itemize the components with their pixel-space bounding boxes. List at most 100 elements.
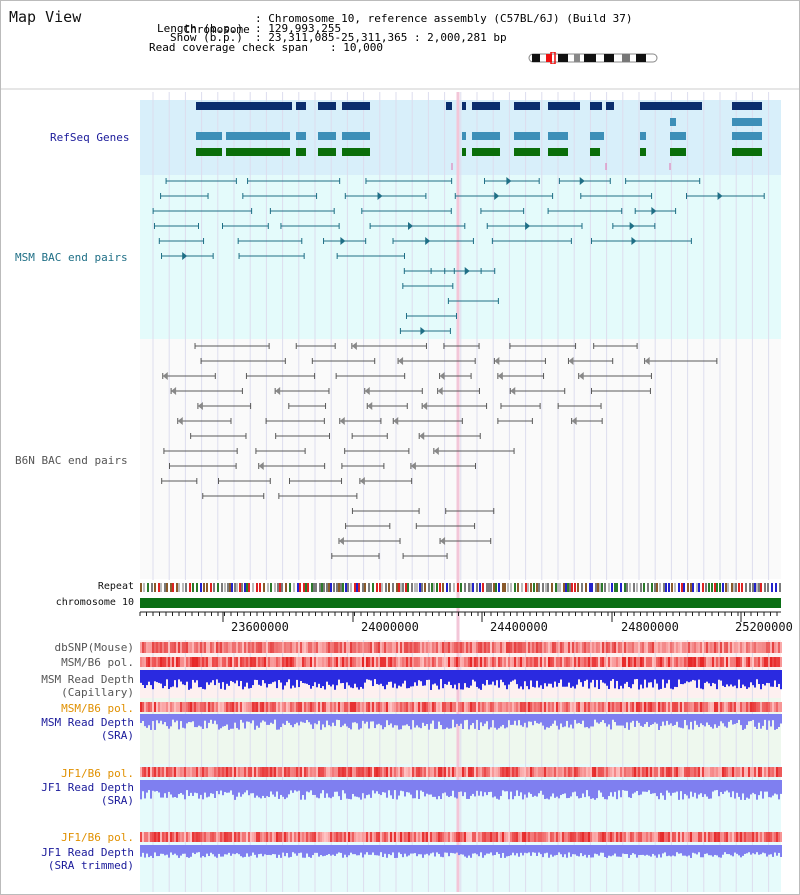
bac-marker xyxy=(171,387,177,395)
bac-marker xyxy=(367,402,373,410)
heat-cell xyxy=(598,832,600,842)
heat-cell xyxy=(608,767,610,777)
heat-cell xyxy=(248,657,250,667)
depth-bar xyxy=(522,714,524,727)
depth-bar xyxy=(638,670,640,690)
heat-cell xyxy=(656,832,658,842)
heat-cell xyxy=(232,832,234,842)
repeat-element xyxy=(436,583,438,592)
heat-cell xyxy=(518,832,520,842)
heat-cell xyxy=(328,657,330,667)
repeat-element xyxy=(591,583,593,592)
heat-cell xyxy=(654,702,656,712)
depth-bar xyxy=(182,714,184,728)
heat-cell xyxy=(442,767,444,777)
track-label-msm-bac[interactable]: MSM BAC end pairs xyxy=(15,251,128,264)
heat-cell xyxy=(666,832,668,842)
depth-bar xyxy=(428,670,430,680)
heat-cell xyxy=(184,767,186,777)
heat-cell xyxy=(574,702,576,712)
depth-bar xyxy=(296,670,298,680)
repeat-element xyxy=(140,583,142,592)
repeat-element xyxy=(356,583,358,592)
depth-bar xyxy=(744,670,746,687)
depth-bar xyxy=(292,714,294,728)
heat-cell xyxy=(252,642,254,653)
heat-cell xyxy=(778,702,780,712)
repeat-element xyxy=(431,583,433,592)
repeat-element xyxy=(756,583,758,592)
depth-bar xyxy=(322,780,324,791)
depth-bar xyxy=(166,714,168,727)
depth-bar xyxy=(656,714,658,724)
depth-bar xyxy=(210,670,212,683)
repeat-element xyxy=(398,583,400,592)
depth-bar xyxy=(712,780,714,792)
depth-bar xyxy=(360,714,362,729)
heat-cell xyxy=(146,767,148,777)
heat-cell xyxy=(414,767,416,777)
depth-bar xyxy=(564,670,566,687)
depth-bar xyxy=(488,714,490,730)
heat-cell xyxy=(436,767,438,777)
repeat-element xyxy=(381,583,383,592)
heat-cell xyxy=(264,832,266,842)
heat-cell xyxy=(586,767,588,777)
depth-bar xyxy=(302,780,304,796)
track-label-refseq[interactable]: RefSeq Genes xyxy=(50,131,130,144)
depth-bar xyxy=(532,714,534,726)
depth-bar xyxy=(722,714,724,724)
chromosome-ideogram[interactable] xyxy=(528,52,660,64)
depth-bar xyxy=(774,780,776,794)
heat-cell xyxy=(704,642,706,653)
heat-cell xyxy=(326,832,328,842)
heat-cell xyxy=(758,767,760,777)
heat-cell xyxy=(734,642,736,653)
heat-cell xyxy=(468,702,470,712)
heat-cell xyxy=(492,642,494,653)
heat-cell xyxy=(396,832,398,842)
heat-cell xyxy=(650,642,652,653)
heat-cell xyxy=(772,642,774,653)
heat-cell xyxy=(496,767,498,777)
heat-cell xyxy=(454,642,456,653)
repeat-element xyxy=(376,583,378,592)
heat-cell xyxy=(734,657,736,667)
heat-cell xyxy=(730,642,732,653)
heat-cell xyxy=(166,832,168,842)
depth-bar xyxy=(576,780,578,797)
depth-bar xyxy=(236,714,238,729)
heat-cell xyxy=(332,832,334,842)
heat-cell xyxy=(696,767,698,777)
heat-cell xyxy=(548,767,550,777)
heat-cell xyxy=(354,832,356,842)
depth-bar xyxy=(348,714,350,728)
track-label-b6n-bac[interactable]: B6N BAC end pairs xyxy=(15,454,128,467)
depth-bar xyxy=(336,670,338,686)
heat-cell xyxy=(518,767,520,777)
bac-marker xyxy=(425,237,431,245)
depth-bar xyxy=(258,670,260,685)
heat-cell xyxy=(334,642,336,653)
depth-bar xyxy=(406,780,408,793)
heat-cell xyxy=(340,642,342,653)
heat-cell xyxy=(610,702,612,712)
heat-cell xyxy=(296,642,298,653)
depth-bar xyxy=(316,780,318,798)
heat-cell xyxy=(428,702,430,712)
heat-cell xyxy=(650,832,652,842)
heat-cell xyxy=(148,702,150,712)
heat-cell xyxy=(444,642,446,653)
depth-bar xyxy=(146,780,148,793)
heat-cell xyxy=(560,702,562,712)
depth-bar xyxy=(532,845,534,853)
depth-bar xyxy=(504,670,506,686)
depth-bar xyxy=(666,845,668,857)
depth-bar xyxy=(458,714,460,726)
depth-bar xyxy=(596,670,598,680)
depth-bar xyxy=(380,780,382,796)
heat-cell xyxy=(774,832,776,842)
depth-bar xyxy=(670,670,672,689)
depth-bar xyxy=(506,714,508,728)
